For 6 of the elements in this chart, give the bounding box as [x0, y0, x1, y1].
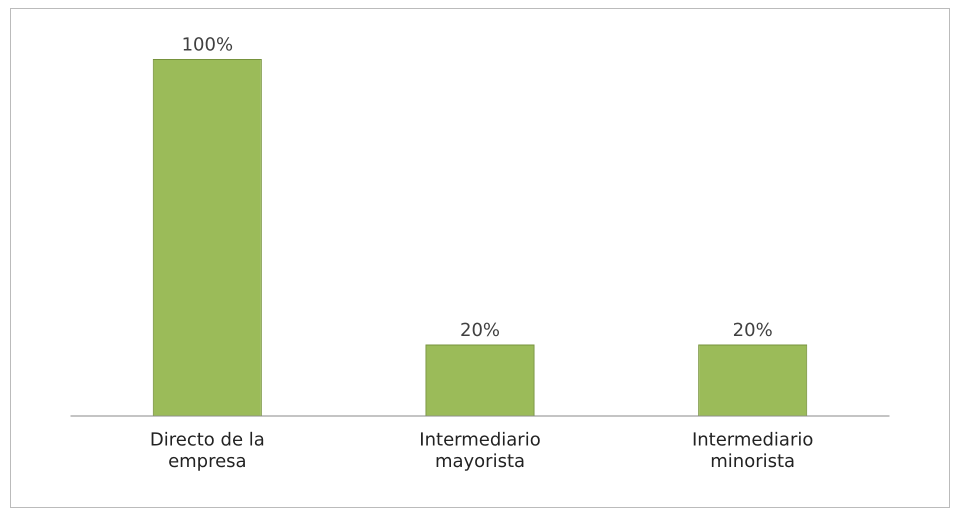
x-tick-label: Intermediario mayorista [419, 429, 541, 472]
x-tick-label: Intermediario minorista [692, 429, 814, 472]
data-label: 100% [182, 34, 234, 56]
data-label: 20% [460, 320, 500, 342]
x-tick-label: Directo de la empresa [150, 429, 265, 472]
data-label: 20% [732, 320, 773, 342]
